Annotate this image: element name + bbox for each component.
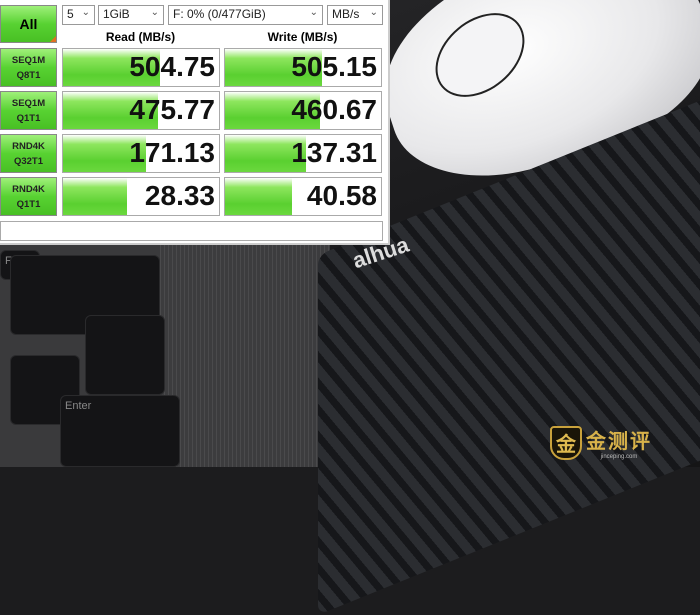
size-select[interactable]: 1GiB ⌄	[98, 5, 164, 25]
test-params: Q32T1	[13, 155, 44, 167]
read-bar	[63, 135, 146, 172]
chevron-down-icon: ⌄	[81, 7, 90, 18]
read-result: 504.75	[62, 48, 220, 87]
test-params: Q1T1	[16, 112, 41, 124]
write-result: 137.31	[224, 134, 382, 173]
test-name: RND4K	[12, 183, 45, 195]
read-bar	[63, 92, 159, 129]
write-bar	[225, 135, 307, 172]
read-result: 28.33	[62, 177, 220, 216]
watermark: 金 金测评 jinceping.com	[550, 425, 652, 460]
write-bar	[225, 178, 293, 215]
chevron-down-icon: ⌄	[150, 7, 159, 18]
test-params: Q1T1	[16, 198, 41, 210]
test-name: SEQ1M	[11, 54, 46, 66]
write-value: 40.58	[306, 180, 377, 211]
write-value: 137.31	[291, 137, 377, 168]
watermark-url: jinceping.com	[600, 454, 638, 460]
watermark-logo-icon: 金	[550, 425, 582, 460]
read-result: 475.77	[62, 91, 220, 130]
size-value: 1GiB	[103, 7, 130, 21]
write-value: 505.15	[291, 51, 377, 82]
write-bar	[225, 49, 322, 86]
watermark-text: 金测评	[586, 431, 652, 453]
chevron-down-icon: ⌄	[369, 7, 378, 18]
write-result: 505.15	[224, 48, 382, 87]
read-value: 504.75	[129, 51, 215, 82]
count-select[interactable]: 5 ⌄	[62, 5, 95, 25]
key-label: Enter	[65, 400, 92, 412]
write-bar	[225, 92, 321, 129]
read-header: Read (MB/s)	[105, 30, 176, 44]
drive-value: F: 0% (0/477GiB)	[173, 7, 266, 21]
comment-field[interactable]	[0, 221, 383, 241]
read-result: 171.13	[62, 134, 220, 173]
write-result: 40.58	[224, 177, 382, 216]
read-bar	[63, 178, 127, 215]
unit-value: MB/s	[332, 7, 360, 21]
test-params: Q8T1	[16, 69, 41, 81]
test-button[interactable]: RND4K Q1T1	[0, 177, 57, 216]
read-bar	[63, 49, 160, 86]
chevron-down-icon: ⌄	[309, 7, 318, 18]
crystaldiskmark-window: All 5 ⌄ 1GiB ⌄ F: 0% (0/477GiB) ⌄ MB/s ⌄ Rea…	[0, 0, 390, 245]
write-value: 460.67	[291, 94, 377, 125]
all-button[interactable]: All	[0, 5, 57, 43]
write-header: Write (MB/s)	[267, 30, 338, 44]
speaker-grille	[160, 240, 330, 467]
write-result: 460.67	[224, 91, 382, 130]
key	[85, 315, 165, 395]
count-value: 5	[67, 7, 74, 21]
test-button[interactable]: SEQ1M Q8T1	[0, 48, 57, 87]
test-name: RND4K	[12, 140, 45, 152]
read-value: 475.77	[129, 94, 215, 125]
test-button[interactable]: RND4K Q32T1	[0, 134, 57, 173]
read-value: 28.33	[144, 180, 215, 211]
drive-select[interactable]: F: 0% (0/477GiB) ⌄	[168, 5, 323, 25]
read-value: 171.13	[129, 137, 215, 168]
test-button[interactable]: SEQ1M Q1T1	[0, 91, 57, 130]
test-name: SEQ1M	[11, 97, 46, 109]
unit-select[interactable]: MB/s ⌄	[327, 5, 383, 25]
key-enter: Enter	[60, 395, 180, 467]
